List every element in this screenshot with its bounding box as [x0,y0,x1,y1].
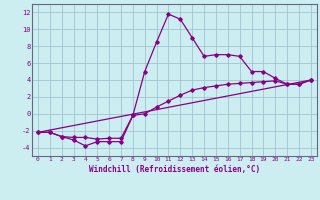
X-axis label: Windchill (Refroidissement éolien,°C): Windchill (Refroidissement éolien,°C) [89,165,260,174]
